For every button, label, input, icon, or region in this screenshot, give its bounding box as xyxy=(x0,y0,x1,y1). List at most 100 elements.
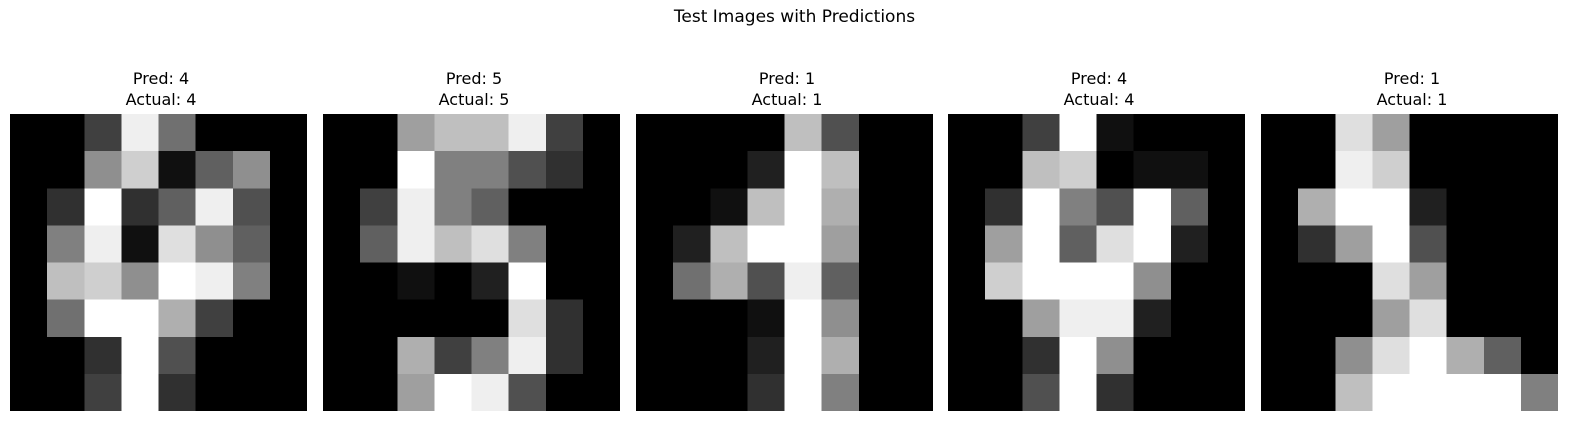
pixel-cell xyxy=(1261,151,1299,189)
pixel-cell xyxy=(895,151,933,189)
pixel-cell xyxy=(1059,188,1098,226)
pixel-cell xyxy=(84,299,122,338)
pixel-cell xyxy=(821,336,860,375)
pixel-cell xyxy=(434,225,473,264)
pixel-cell xyxy=(1298,336,1336,375)
pixel-cell xyxy=(269,114,307,152)
pixel-cell xyxy=(1133,151,1172,189)
pixel-cell xyxy=(673,262,711,301)
pixel-cell xyxy=(1022,151,1060,189)
pixel-cell xyxy=(710,336,748,375)
pixel-cell xyxy=(1207,188,1245,226)
pixel-cell xyxy=(10,188,48,226)
panel-title: Pred: 1 Actual: 1 xyxy=(1261,68,1563,110)
pixel-cell xyxy=(232,262,271,301)
pixel-cell xyxy=(858,188,897,226)
pixel-cell xyxy=(784,373,823,411)
actual-label: Actual: 1 xyxy=(751,90,823,109)
pixel-cell xyxy=(1335,373,1373,411)
pixel-cell xyxy=(1170,114,1209,152)
pixel-cell xyxy=(1207,225,1245,264)
pixel-cell xyxy=(895,262,933,301)
pixel-cell xyxy=(948,299,986,338)
pixel-cell xyxy=(1298,262,1336,301)
pixel-cell xyxy=(636,225,674,264)
pixel-cell xyxy=(508,262,547,301)
pixel-cell xyxy=(1170,262,1209,301)
pixel-cell xyxy=(360,114,398,152)
digit-panel-2: Pred: 5 Actual: 5 xyxy=(323,0,625,427)
pixel-cell xyxy=(84,373,122,411)
pixel-cell xyxy=(1520,299,1558,338)
pixel-cell xyxy=(195,188,234,226)
pixel-cell xyxy=(471,336,510,375)
pixel-cell xyxy=(508,151,547,189)
pixel-cell xyxy=(545,373,584,411)
pixel-cell xyxy=(1298,225,1336,264)
pixel-cell xyxy=(1133,262,1172,301)
pixel-cell xyxy=(821,225,860,264)
pixel-cell xyxy=(747,373,786,411)
digit-image xyxy=(1261,114,1558,411)
pixel-cell xyxy=(747,262,786,301)
pixel-cell xyxy=(269,336,307,375)
pixel-cell xyxy=(1335,188,1373,226)
pixel-cell xyxy=(784,299,823,338)
pixel-cell xyxy=(1446,299,1485,338)
prediction-label: Pred: 4 xyxy=(1070,69,1128,88)
pixel-cell xyxy=(582,262,620,301)
pixel-cell xyxy=(397,299,435,338)
pixel-cell xyxy=(1446,114,1485,152)
pixel-cell xyxy=(195,225,234,264)
pixel-cell xyxy=(582,114,620,152)
pixel-cell xyxy=(434,151,473,189)
pixel-cell xyxy=(636,188,674,226)
pixel-cell xyxy=(1372,373,1411,411)
pixel-cell xyxy=(47,151,85,189)
pixel-cell xyxy=(1022,114,1060,152)
pixel-cell xyxy=(821,373,860,411)
pixel-cell xyxy=(10,114,48,152)
pixel-cell xyxy=(1261,225,1299,264)
panel-title: Pred: 5 Actual: 5 xyxy=(323,68,625,110)
pixel-cell xyxy=(545,336,584,375)
pixel-cell xyxy=(948,336,986,375)
pixel-cell xyxy=(895,114,933,152)
pixel-cell xyxy=(47,114,85,152)
pixel-cell xyxy=(1520,188,1558,226)
pixel-cell xyxy=(121,373,160,411)
pixel-cell xyxy=(1170,151,1209,189)
pixel-cell xyxy=(710,188,748,226)
pixel-cell xyxy=(582,188,620,226)
pixel-cell xyxy=(269,225,307,264)
pixel-cell xyxy=(1409,188,1448,226)
pixel-cell xyxy=(1298,373,1336,411)
pixel-cell xyxy=(1133,188,1172,226)
pixel-cell xyxy=(434,336,473,375)
pixel-cell xyxy=(232,336,271,375)
pixel-cell xyxy=(710,373,748,411)
pixel-cell xyxy=(1446,336,1485,375)
pixel-cell xyxy=(1096,262,1135,301)
pixel-cell xyxy=(195,373,234,411)
pixel-cell xyxy=(47,188,85,226)
pixel-cell xyxy=(948,373,986,411)
pixel-cell xyxy=(821,299,860,338)
pixel-cell xyxy=(1520,262,1558,301)
pixel-cell xyxy=(232,188,271,226)
pixel-cell xyxy=(121,336,160,375)
pixel-cell xyxy=(471,299,510,338)
pixel-cell xyxy=(1372,262,1411,301)
actual-label: Actual: 4 xyxy=(1063,90,1135,109)
pixel-cell xyxy=(1059,262,1098,301)
pixel-cell xyxy=(1133,114,1172,152)
panel-title: Pred: 4 Actual: 4 xyxy=(10,68,312,110)
pixel-cell xyxy=(582,151,620,189)
pixel-cell xyxy=(10,336,48,375)
pixel-cell xyxy=(673,225,711,264)
pixel-cell xyxy=(710,151,748,189)
pixel-cell xyxy=(1022,225,1060,264)
pixel-cell xyxy=(710,114,748,152)
pixel-cell xyxy=(397,336,435,375)
pixel-cell xyxy=(10,262,48,301)
